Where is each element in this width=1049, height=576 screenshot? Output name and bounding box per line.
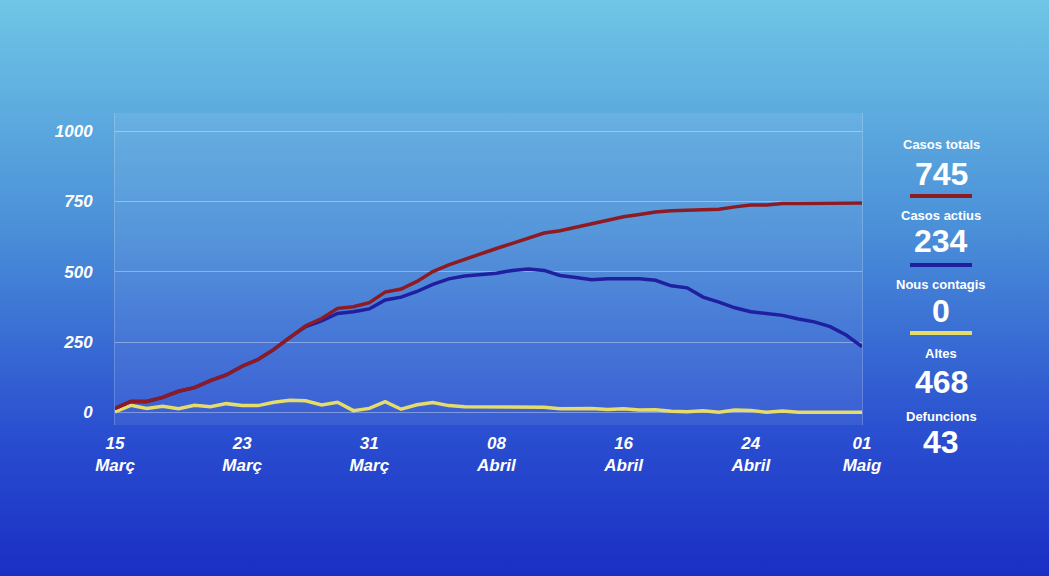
svg-text:Nous contagis: Nous contagis bbox=[896, 277, 986, 292]
svg-text:Altes: Altes bbox=[925, 346, 957, 361]
svg-text:468: 468 bbox=[915, 364, 968, 400]
svg-text:750: 750 bbox=[64, 192, 93, 211]
svg-text:Defuncions: Defuncions bbox=[906, 409, 977, 424]
svg-text:234: 234 bbox=[914, 223, 968, 259]
svg-text:15Març: 15Març bbox=[95, 434, 135, 475]
svg-text:0: 0 bbox=[932, 293, 950, 329]
svg-text:0: 0 bbox=[83, 403, 93, 422]
svg-text:16Abril: 16Abril bbox=[603, 434, 644, 475]
svg-text:08Abril: 08Abril bbox=[476, 434, 517, 475]
svg-text:745: 745 bbox=[915, 156, 968, 192]
svg-text:Casos actius: Casos actius bbox=[901, 208, 981, 223]
svg-text:43: 43 bbox=[923, 424, 959, 460]
svg-text:1000: 1000 bbox=[55, 122, 93, 141]
svg-text:31Març: 31Març bbox=[349, 434, 389, 475]
svg-text:250: 250 bbox=[63, 333, 93, 352]
svg-text:23Març: 23Març bbox=[222, 434, 262, 475]
svg-text:01Maig: 01Maig bbox=[843, 434, 882, 475]
svg-text:Casos totals: Casos totals bbox=[903, 137, 980, 152]
svg-text:24Abril: 24Abril bbox=[730, 434, 771, 475]
svg-text:500: 500 bbox=[64, 263, 93, 282]
